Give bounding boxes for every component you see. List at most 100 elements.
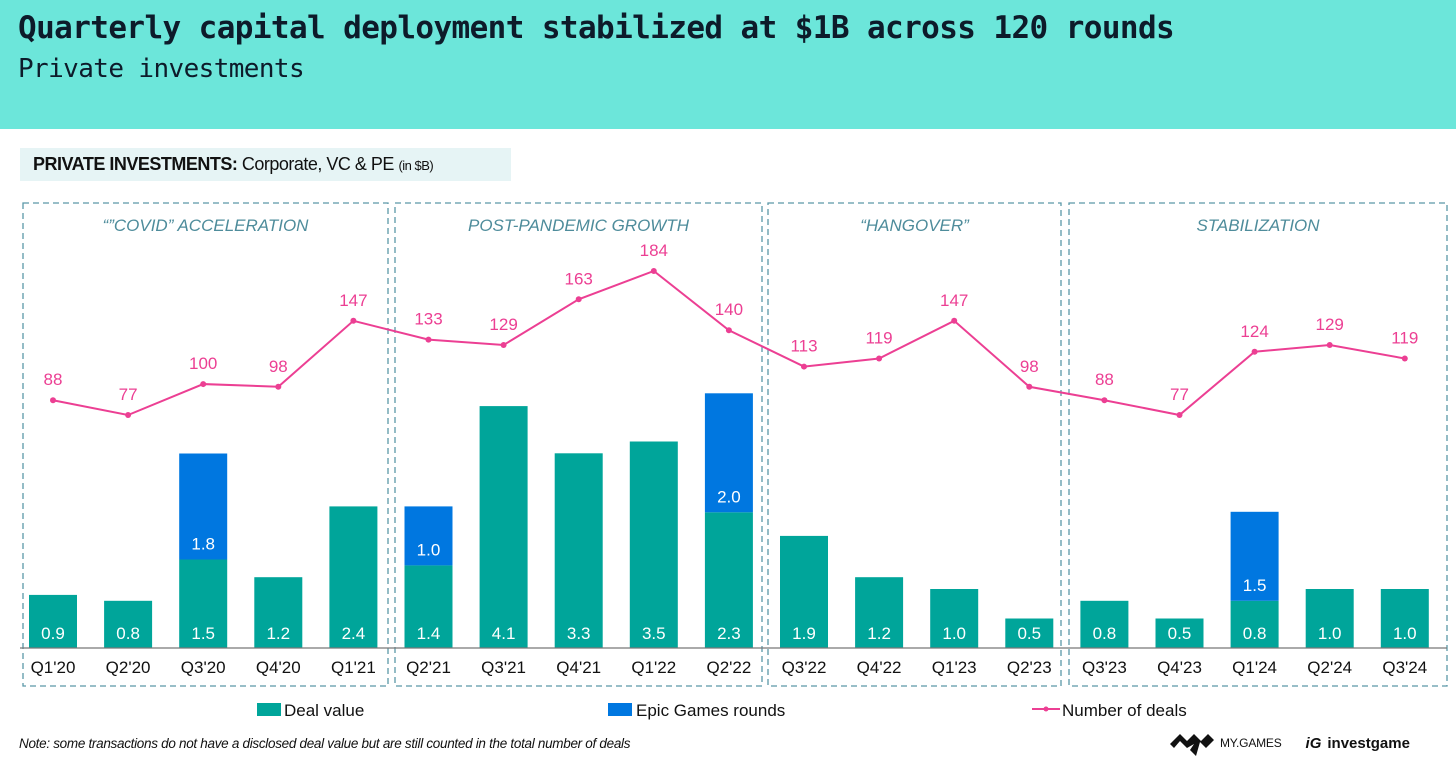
- line-point-number-of-deals: [1176, 412, 1183, 419]
- legend-marker-number-of-deals: [1043, 706, 1049, 712]
- x-tick-label: Q2'21: [406, 658, 451, 677]
- line-point-number-of-deals: [725, 327, 732, 334]
- bar-label-epic-games: 1.8: [191, 535, 215, 554]
- line-point-number-of-deals: [350, 317, 357, 324]
- line-point-number-of-deals: [1251, 348, 1258, 355]
- bar-label-deal-value: 1.0: [1393, 624, 1417, 643]
- bar-label-deal-value: 0.5: [1017, 624, 1041, 643]
- line-label-number-of-deals: 129: [489, 315, 517, 334]
- investgame-mark-icon: iG: [1305, 734, 1322, 752]
- bar-label-deal-value: 0.8: [1243, 624, 1267, 643]
- bar-deal-value: [479, 406, 528, 648]
- period-label: STABILIZATION: [1196, 216, 1320, 235]
- x-tick-label: Q2'23: [1007, 658, 1052, 677]
- bar-deal-value: [1005, 618, 1054, 648]
- line-label-number-of-deals: 88: [1095, 370, 1114, 389]
- x-tick-label: Q1'20: [31, 658, 76, 677]
- x-tick-label: Q1'24: [1232, 658, 1277, 677]
- period-label: “HANGOVER”: [860, 216, 970, 235]
- x-tick-label: Q4'23: [1157, 658, 1202, 677]
- bar-deal-value: [404, 565, 453, 648]
- bar-label-deal-value: 0.5: [1168, 624, 1192, 643]
- x-tick-label: Q2'24: [1307, 658, 1352, 677]
- line-label-number-of-deals: 129: [1316, 315, 1344, 334]
- logos: MY.GAMES iG investgame: [1170, 728, 1410, 758]
- x-tick-label: Q3'24: [1382, 658, 1427, 677]
- line-point-number-of-deals: [575, 296, 582, 303]
- bar-deal-value: [1155, 618, 1204, 648]
- x-tick-label: Q3'23: [1082, 658, 1127, 677]
- bar-deal-value: [104, 600, 153, 648]
- x-tick-label: Q3'21: [481, 658, 526, 677]
- line-label-number-of-deals: 119: [1391, 328, 1418, 347]
- bar-label-epic-games: 2.0: [717, 487, 741, 506]
- line-point-number-of-deals: [801, 363, 807, 370]
- mygames-logo-text: MY.GAMES: [1220, 736, 1282, 750]
- legend-swatch-epic-games: [608, 703, 632, 716]
- bar-label-deal-value: 2.4: [342, 624, 366, 643]
- line-point-number-of-deals: [1026, 383, 1033, 390]
- line-label-number-of-deals: 147: [339, 291, 367, 310]
- bar-deal-value: [554, 453, 603, 648]
- bar-label-deal-value: 1.4: [417, 624, 441, 643]
- line-label-number-of-deals: 119: [866, 328, 893, 347]
- period-label: “”COVID” ACCELERATION: [103, 216, 310, 235]
- x-tick-label: Q4'21: [556, 658, 601, 677]
- mygames-mark-icon: [1170, 734, 1214, 756]
- period-box: [22, 202, 389, 687]
- bar-epic-games: [404, 506, 453, 566]
- bar-deal-value: [704, 512, 753, 648]
- period-label: POST-PANDEMIC GROWTH: [468, 216, 690, 235]
- bar-deal-value: [855, 577, 904, 648]
- period-box: [1068, 202, 1448, 687]
- bar-epic-games: [1230, 511, 1279, 601]
- line-point-number-of-deals: [1326, 342, 1333, 349]
- line-label-number-of-deals: 88: [44, 370, 63, 389]
- line-point-number-of-deals: [125, 412, 132, 419]
- bar-deal-value: [930, 589, 979, 648]
- legend-swatch-deal-value: [257, 703, 281, 716]
- bar-epic-games: [179, 453, 228, 560]
- period-box: [394, 202, 763, 687]
- footnote: Note: some transactions do not have a di…: [19, 736, 631, 751]
- line-label-number-of-deals: 147: [940, 291, 968, 310]
- page-title: Quarterly capital deployment stabilized …: [18, 10, 1175, 46]
- chart-title-unit: (in $B): [398, 158, 434, 173]
- x-tick-label: Q1'22: [631, 658, 676, 677]
- line-point-number-of-deals: [1101, 397, 1108, 404]
- bar-deal-value: [179, 559, 228, 648]
- bar-label-deal-value: 1.9: [792, 624, 816, 643]
- mygames-logo: MY.GAMES: [1170, 730, 1282, 756]
- bar-label-deal-value: 4.1: [492, 624, 516, 643]
- bar-label-deal-value: 2.3: [717, 624, 741, 643]
- chart-title-regular: Corporate, VC & PE: [237, 154, 399, 174]
- bar-deal-value: [29, 594, 77, 648]
- bar-label-deal-value: 0.9: [41, 624, 65, 643]
- line-label-number-of-deals: 77: [1170, 385, 1189, 404]
- chart-title-box: PRIVATE INVESTMENTS: Corporate, VC & PE …: [20, 148, 511, 181]
- legend-label-epic-games: Epic Games rounds: [636, 701, 785, 720]
- line-point-number-of-deals: [650, 268, 657, 274]
- bar-label-epic-games: 1.0: [417, 540, 441, 559]
- bar-deal-value: [780, 535, 828, 648]
- chart-title-bold: PRIVATE INVESTMENTS:: [33, 154, 238, 174]
- x-tick-label: Q3'22: [782, 658, 827, 677]
- line-label-number-of-deals: 98: [1020, 357, 1039, 376]
- line-point-number-of-deals: [275, 383, 282, 390]
- bar-epic-games: [704, 393, 753, 513]
- bar-label-deal-value: 1.0: [1318, 624, 1342, 643]
- bar-label-deal-value: 3.5: [642, 624, 666, 643]
- x-tick-label: Q1'23: [932, 658, 977, 677]
- line-label-number-of-deals: 100: [189, 354, 217, 373]
- line-label-number-of-deals: 98: [269, 357, 288, 376]
- line-label-number-of-deals: 184: [640, 241, 668, 260]
- line-label-number-of-deals: 124: [1240, 322, 1268, 341]
- line-point-number-of-deals: [951, 317, 958, 324]
- x-tick-label: Q3'20: [181, 658, 226, 677]
- bar-deal-value: [1380, 589, 1429, 648]
- x-tick-label: Q4'22: [857, 658, 902, 677]
- line-point-number-of-deals: [50, 397, 56, 404]
- bar-deal-value: [1305, 589, 1354, 648]
- x-tick-label: Q2'20: [106, 658, 151, 677]
